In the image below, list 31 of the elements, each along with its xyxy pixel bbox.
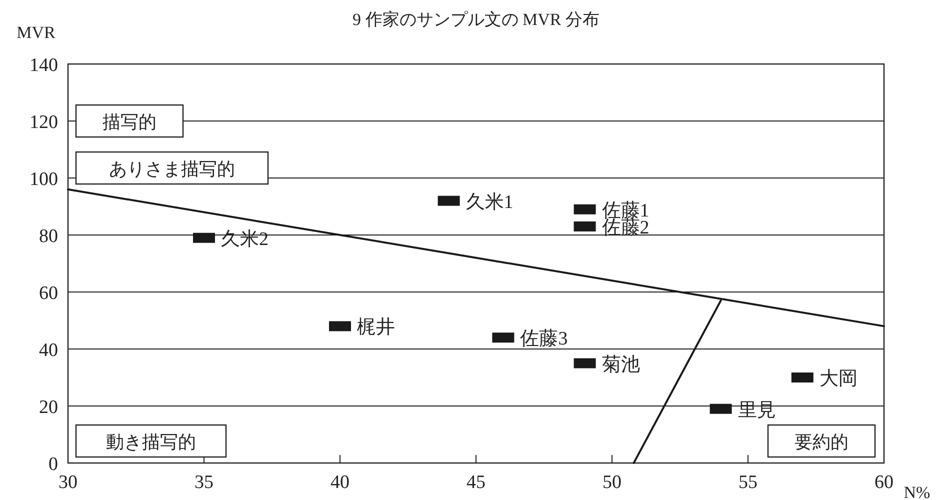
x-tick-label: 30 bbox=[58, 472, 78, 493]
series-label: 大岡 bbox=[819, 368, 858, 390]
y-tick-label: 140 bbox=[30, 55, 58, 76]
annotation: 描写的 bbox=[102, 112, 156, 132]
series-label: 佐藤3 bbox=[520, 328, 568, 350]
annotation: ありさま描写的 bbox=[75, 151, 269, 185]
annotation: 動き描写的 bbox=[106, 432, 196, 452]
x-tick-label: 55 bbox=[738, 472, 758, 493]
x-tick-label: 45 bbox=[466, 472, 486, 493]
annotation: 描写的 bbox=[75, 104, 184, 138]
annotation: 要約的 bbox=[794, 432, 848, 452]
y-tick-label: 60 bbox=[39, 283, 58, 304]
y-tick-label: 20 bbox=[39, 397, 58, 418]
x-tick-label: 50 bbox=[602, 472, 622, 493]
series-label: 菊池 bbox=[602, 354, 640, 376]
annotation: ありさま描写的 bbox=[109, 159, 235, 179]
annotation: 動き描写的 bbox=[75, 424, 227, 458]
y-tick-label: 40 bbox=[39, 340, 58, 361]
y-tick-label: 0 bbox=[48, 454, 58, 475]
series-label: 久米1 bbox=[466, 192, 514, 213]
x-tick-label: 40 bbox=[330, 472, 350, 493]
x-tick-label: 60 bbox=[874, 472, 894, 493]
y-tick-label: 100 bbox=[30, 169, 58, 190]
series-label: 梶井 bbox=[357, 317, 395, 338]
chart-title: 9 作家のサンプル文の MVR 分布 bbox=[352, 10, 600, 29]
annotation: 要約的 bbox=[767, 424, 876, 458]
x-axis-title: N% bbox=[904, 483, 930, 500]
y-tick-label: 80 bbox=[39, 226, 58, 247]
x-tick-label: 35 bbox=[194, 472, 214, 493]
y-axis-title: MVR bbox=[16, 23, 56, 42]
y-tick-label: 120 bbox=[30, 112, 58, 133]
